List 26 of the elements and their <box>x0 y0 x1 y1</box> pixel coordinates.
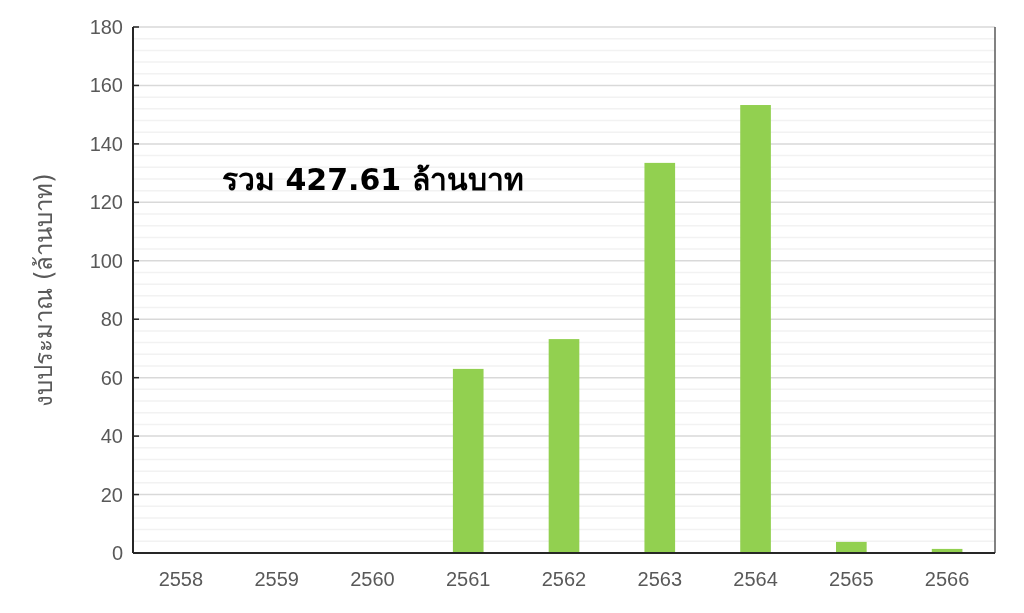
x-tick-label: 2564 <box>733 568 778 590</box>
x-tick-label: 2561 <box>445 568 491 590</box>
x-tick-label: 2559 <box>254 568 299 590</box>
y-tick-label: 60 <box>100 366 123 389</box>
bar <box>452 368 484 553</box>
y-tick-label: 0 <box>111 542 123 564</box>
y-tick-label: 120 <box>89 191 123 214</box>
y-tick-label: 100 <box>89 249 123 272</box>
y-tick-label: 140 <box>89 132 123 155</box>
bar <box>740 105 771 553</box>
x-tick-label: 2562 <box>541 568 587 590</box>
y-tick-label: 160 <box>89 74 123 97</box>
y-axis-title: งบประมาณ (ล้านบาท) <box>30 173 58 407</box>
y-tick-label: 80 <box>100 308 123 331</box>
y-tick-label: 20 <box>100 483 123 506</box>
bar <box>548 339 580 553</box>
x-tick-label: 2566 <box>924 568 970 590</box>
bar <box>836 541 867 553</box>
annotation: รวม 427.61 ล้านบาท <box>222 162 524 197</box>
bar <box>644 162 676 553</box>
y-tick-label: 40 <box>100 425 123 448</box>
x-tick-label: 2565 <box>829 568 874 590</box>
x-tick-label: 2560 <box>350 568 395 590</box>
y-tick-label: 180 <box>89 16 123 38</box>
x-tick-label: 2563 <box>637 568 683 590</box>
x-tick-label: 2558 <box>158 568 204 590</box>
